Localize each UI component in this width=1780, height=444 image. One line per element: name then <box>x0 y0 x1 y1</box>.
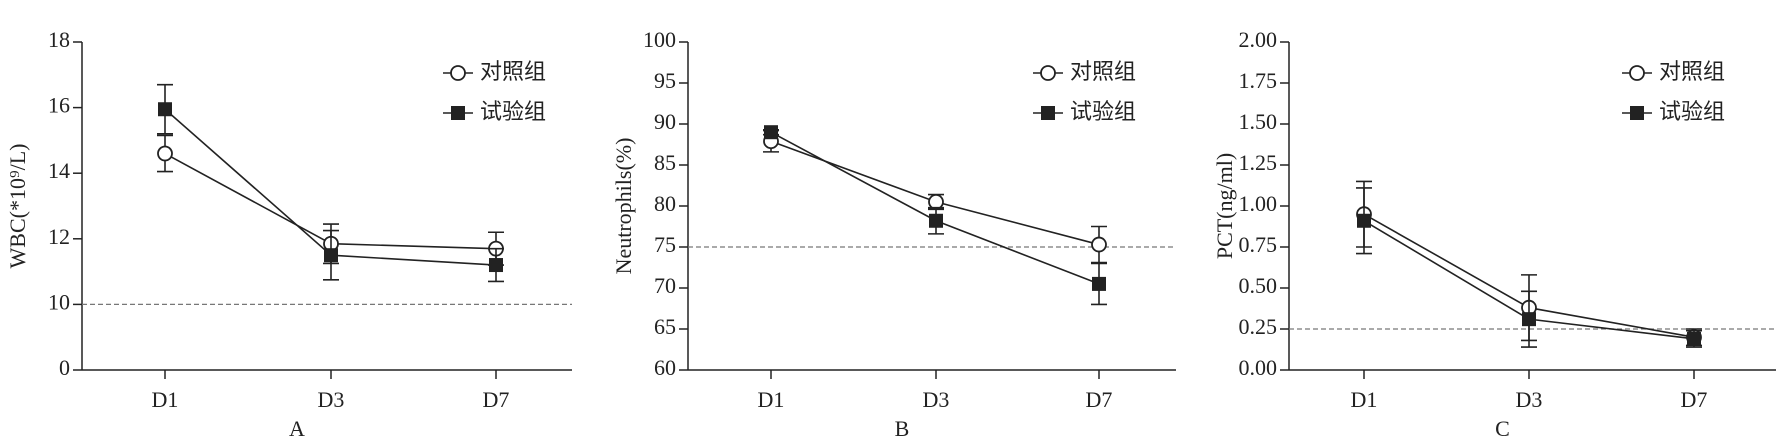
y-tick-label: 1.50 <box>1239 109 1278 134</box>
y-tick-label: 0.75 <box>1239 232 1278 257</box>
panel-label: C <box>1495 416 1510 441</box>
y-tick-label: 80 <box>654 191 676 216</box>
x-tick-label: D7 <box>1086 387 1113 412</box>
y-tick-label: 0.25 <box>1239 314 1278 339</box>
x-tick-label: D7 <box>1681 387 1708 412</box>
x-tick-label: D7 <box>483 387 510 412</box>
legend-label: 试验组 <box>1659 99 1725 124</box>
legend-label: 对照组 <box>480 59 546 84</box>
y-tick-label: 10 <box>48 289 70 314</box>
x-tick-label: D3 <box>1516 387 1543 412</box>
x-tick-label: D3 <box>318 387 345 412</box>
point-circle <box>157 145 173 162</box>
point-square <box>451 106 465 120</box>
legend-label: 试验组 <box>1070 99 1136 124</box>
y-tick-label: 18 <box>48 27 70 52</box>
point-square <box>929 213 943 228</box>
panel-label: A <box>289 416 305 441</box>
point-square <box>1522 312 1536 327</box>
point-circle <box>928 193 944 210</box>
y-tick-label: 2.00 <box>1239 27 1278 52</box>
legend-label: 对照组 <box>1659 59 1725 84</box>
y-axis-label: WBC(*10⁹/L) <box>5 144 30 269</box>
y-tick-label: 1.25 <box>1239 150 1278 175</box>
point-square <box>764 125 778 140</box>
point-square <box>158 102 172 117</box>
point-circle <box>1629 65 1645 81</box>
point-square <box>1092 276 1106 291</box>
x-tick-label: D1 <box>152 387 179 412</box>
y-tick-label: 0 <box>59 355 70 380</box>
y-tick-label: 0.50 <box>1239 273 1278 298</box>
y-tick-label: 95 <box>654 68 676 93</box>
y-tick-label: 0.00 <box>1239 355 1278 380</box>
x-tick-label: D3 <box>923 387 950 412</box>
y-tick-label: 75 <box>654 232 676 257</box>
point-circle <box>450 65 466 81</box>
panel-label: B <box>895 416 910 441</box>
y-tick-label: 60 <box>654 355 676 380</box>
y-axis-label: PCT(ng/ml) <box>1212 153 1237 259</box>
y-tick-label: 100 <box>643 27 676 52</box>
y-tick-label: 1.75 <box>1239 68 1278 93</box>
y-tick-label: 16 <box>48 93 70 118</box>
y-tick-label: 12 <box>48 224 70 249</box>
y-tick-label: 14 <box>48 158 70 183</box>
x-tick-label: D1 <box>758 387 785 412</box>
legend-label: 对照组 <box>1070 59 1136 84</box>
point-square <box>1630 106 1644 120</box>
point-circle <box>1091 236 1107 253</box>
point-square <box>324 248 338 263</box>
y-tick-label: 85 <box>654 150 676 175</box>
y-tick-label: 65 <box>654 314 676 339</box>
legend-label: 试验组 <box>480 99 546 124</box>
y-axis-label: Neutrophils(%) <box>611 138 636 275</box>
x-tick-label: D1 <box>1351 387 1378 412</box>
series-line <box>770 140 1100 246</box>
point-square <box>1041 106 1055 120</box>
point-square <box>1357 213 1371 228</box>
y-tick-label: 1.00 <box>1239 191 1278 216</box>
point-square <box>489 258 503 273</box>
y-tick-label: 70 <box>654 273 676 298</box>
point-square <box>1687 331 1701 346</box>
y-tick-label: 90 <box>654 109 676 134</box>
point-circle <box>1040 65 1056 81</box>
